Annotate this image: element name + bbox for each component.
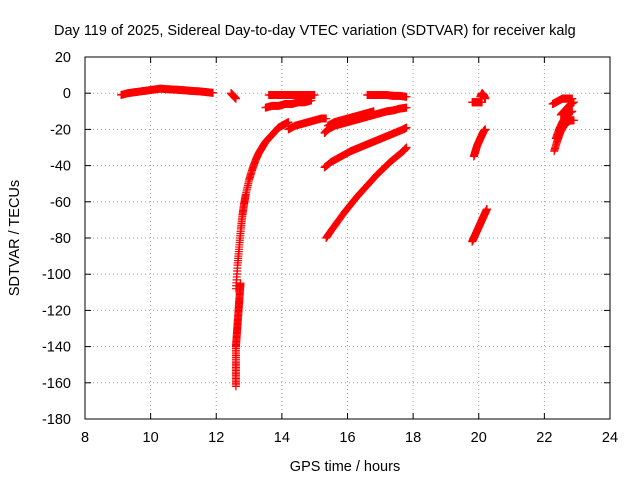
series-arc-16: [468, 205, 491, 246]
series-arc-6: [261, 96, 316, 112]
x-tick-label: 10: [143, 430, 159, 446]
data-point: [231, 94, 240, 103]
x-tick-label: 8: [81, 430, 89, 446]
data-point: [482, 205, 491, 214]
y-tick-label: -80: [50, 231, 71, 247]
data-point: [481, 125, 490, 134]
y-ticks: 20 0 -20 -40 -60 -80 -100 -120 -140 -160 -180: [42, 50, 610, 428]
x-tick-label: 18: [405, 430, 421, 446]
series-arc-15: [469, 125, 490, 161]
data-point: [478, 98, 487, 107]
data-point: [481, 94, 490, 103]
y-tick-label: -40: [50, 159, 71, 175]
series-arc-13: [468, 98, 487, 107]
y-tick-label: -20: [50, 122, 71, 138]
series-arc-11: [363, 91, 411, 101]
data-point: [568, 107, 577, 116]
x-tick-label: 16: [339, 430, 355, 446]
y-tick-label: 20: [55, 50, 71, 66]
y-axis-label: SDTVAR / TECUs: [7, 180, 23, 296]
series-arc-3: [231, 279, 245, 391]
data-point: [569, 116, 578, 125]
series-arc-9: [323, 107, 378, 130]
y-tick-label: -60: [50, 195, 71, 211]
x-tick-label: 24: [602, 430, 618, 446]
y-tick-label: 0: [63, 86, 71, 102]
series-arc-1: [117, 84, 217, 100]
series-arc-12: [322, 143, 411, 242]
data-points: [117, 84, 578, 391]
data-point: [402, 92, 411, 101]
y-tick-label: -160: [42, 376, 71, 392]
data-point: [569, 98, 578, 107]
x-tick-label: 20: [471, 430, 487, 446]
series-arc-7: [284, 114, 331, 134]
data-point: [402, 123, 411, 132]
x-ticks: 8 10 12 14 16 18 20 22 24: [81, 57, 618, 446]
series-arc-20: [556, 98, 578, 119]
x-tick-label: 12: [208, 430, 224, 446]
data-point: [208, 88, 217, 97]
data-point: [284, 118, 293, 127]
x-tick-label: 14: [274, 430, 290, 446]
data-point: [310, 91, 319, 100]
y-tick-label: -140: [42, 340, 71, 356]
series-arc-4: [231, 118, 293, 293]
series-arc-5: [264, 91, 319, 100]
y-tick-label: -100: [42, 267, 71, 283]
y-tick-label: -180: [42, 412, 71, 428]
data-point: [402, 103, 411, 112]
series-arc-10: [320, 123, 411, 172]
data-point: [322, 114, 331, 123]
x-axis-label: GPS time / hours: [290, 459, 400, 475]
data-point: [307, 96, 316, 105]
x-tick-label: 22: [536, 430, 552, 446]
data-point: [369, 107, 378, 116]
y-tick-label: -120: [42, 303, 71, 319]
series-arc-2: [227, 89, 240, 103]
series-arc-17: [548, 94, 577, 109]
chart-title: Day 119 of 2025, Sidereal Day-to-day VTE…: [54, 23, 576, 39]
data-point: [402, 143, 411, 152]
series-arc-14: [476, 89, 490, 103]
